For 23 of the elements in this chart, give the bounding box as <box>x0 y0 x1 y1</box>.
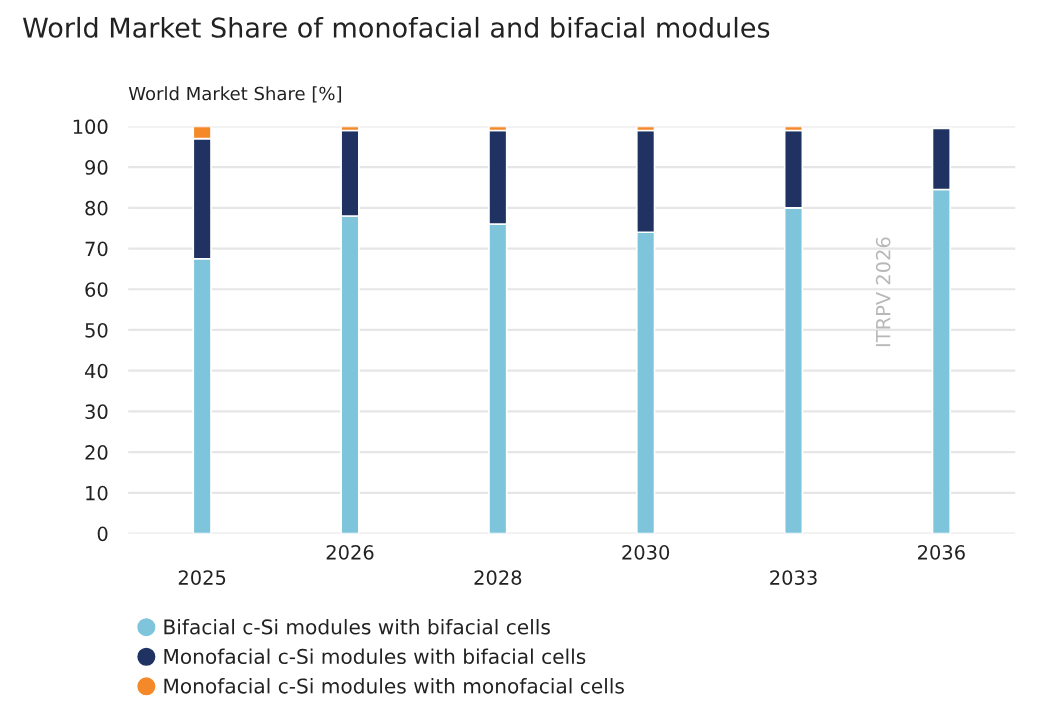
y-tick-label: 60 <box>85 282 108 297</box>
y-tick-label: 80 <box>85 200 108 216</box>
x-tick-label: 2030 <box>622 544 670 560</box>
y-tick-label: 100 <box>73 119 108 135</box>
x-tick-label: 2036 <box>918 544 965 560</box>
x-tick-label: 2028 <box>474 570 522 585</box>
y-tick-label: 50 <box>85 322 108 338</box>
y-tick-label: 20 <box>85 445 108 460</box>
chart-title: World Market Share of monofacial and bifacial modules <box>22 16 770 38</box>
x-tick-label: 2026 <box>326 544 374 560</box>
y-tick-label: 10 <box>86 485 108 501</box>
y-tick-label: 0 <box>97 526 108 542</box>
y-tick-label: 70 <box>85 241 108 257</box>
y-tick-label: 90 <box>85 160 108 175</box>
legend-label: Monofacial c-Si modules with bifacial cells <box>164 648 586 665</box>
y-tick-label: 30 <box>85 404 108 420</box>
legend-label: Monofacial c-Si modules with monofacial cells <box>164 678 624 694</box>
x-tick-label: 2025 <box>178 570 226 585</box>
x-tick-label: 2033 <box>770 570 817 585</box>
legend-label: Bifacial c-Si modules with bifacial cells <box>164 618 550 635</box>
y-axis-title: World Market Share [%] <box>128 86 342 103</box>
y-tick-label: 40 <box>84 363 108 379</box>
annotation: ITRPV 2026 <box>875 237 891 347</box>
